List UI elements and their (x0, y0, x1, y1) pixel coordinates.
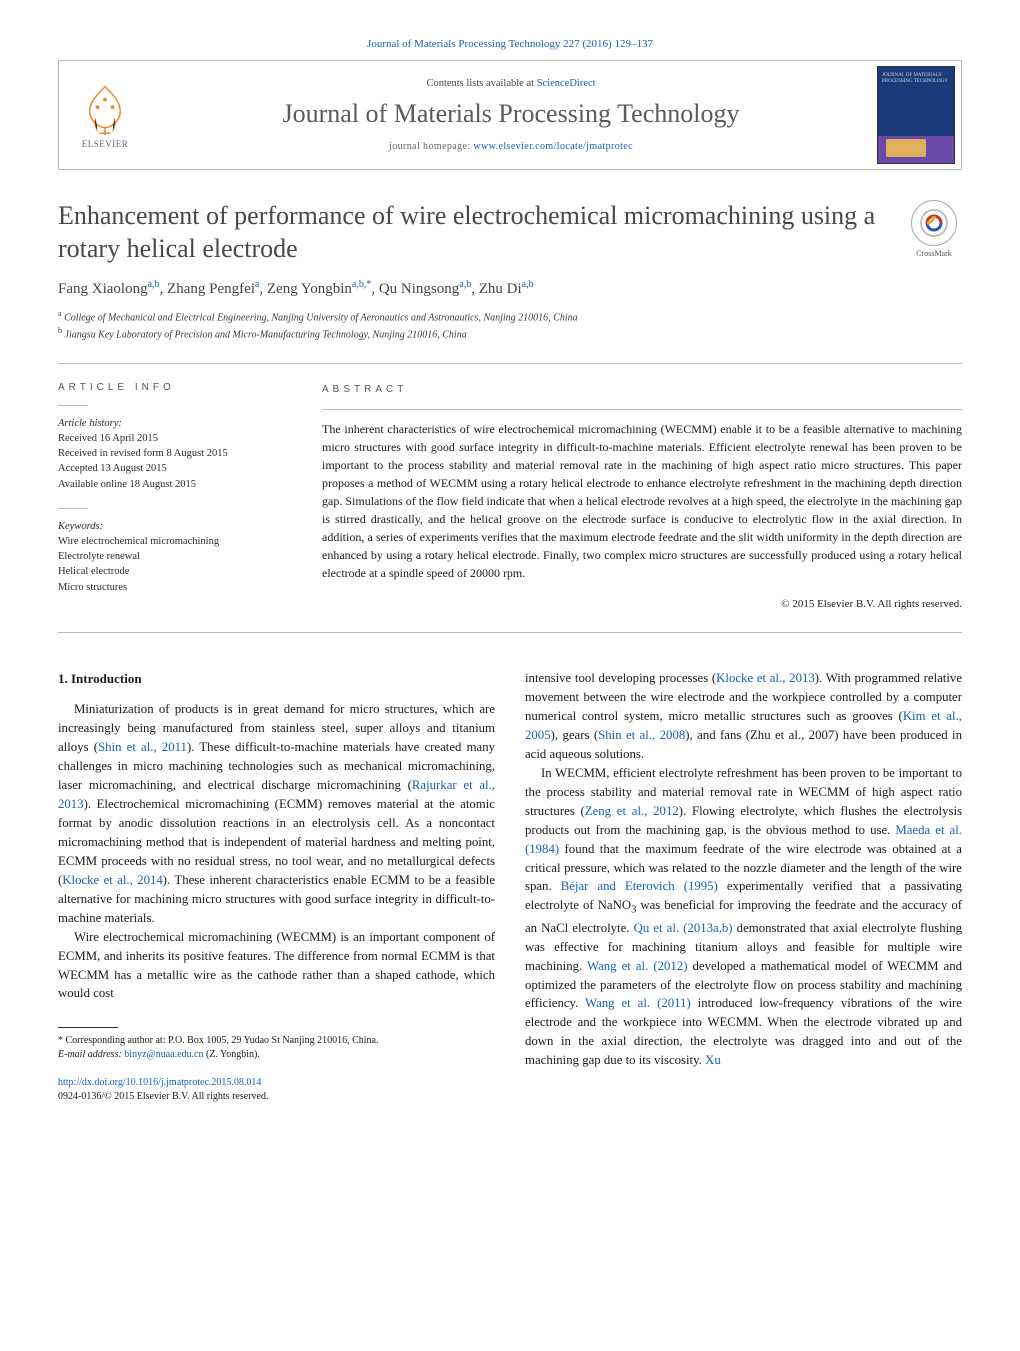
doi-link[interactable]: http://dx.doi.org/10.1016/j.jmatprotec.2… (58, 1077, 261, 1088)
article-title: Enhancement of performance of wire elect… (58, 200, 886, 265)
issn-copyright: 0924-0136/© 2015 Elsevier B.V. All right… (58, 1091, 268, 1102)
journal-cover-thumbnail: JOURNAL OF MATERIALS PROCESSING TECHNOLO… (877, 66, 955, 164)
footnote-rule (58, 1027, 118, 1028)
elsevier-tree-icon (77, 81, 133, 137)
keyword-3: Micro structures (58, 580, 288, 595)
history-online: Available online 18 August 2015 (58, 477, 288, 492)
abstract-heading: abstract (322, 382, 962, 397)
keyword-2: Helical electrode (58, 564, 288, 579)
publisher-logo: ELSEVIER (59, 61, 151, 169)
left-column: 1. Introduction Miniaturization of produ… (58, 669, 495, 1104)
crossmark-icon (919, 208, 949, 238)
keyword-1: Electrolyte renewal (58, 549, 288, 564)
info-rule-1 (58, 405, 88, 406)
left-para-1: Wire electrochemical micromachining (WEC… (58, 928, 495, 1004)
abstract-text: The inherent characteristics of wire ele… (322, 420, 962, 582)
keywords-label: Keywords: (58, 519, 288, 534)
running-citation: Journal of Materials Processing Technolo… (58, 38, 962, 50)
footnote-email-suffix: (Z. Yongbin). (203, 1049, 259, 1060)
affil-b-sup: b (58, 326, 62, 335)
affil-a-sup: a (58, 309, 62, 318)
authors-line: Fang Xiaolonga,b, Zhang Pengfeia, Zeng Y… (58, 279, 962, 298)
citation-link[interactable]: Journal of Materials Processing Technolo… (367, 38, 653, 50)
doi-block: http://dx.doi.org/10.1016/j.jmatprotec.2… (58, 1076, 495, 1104)
cover-title: JOURNAL OF MATERIALS PROCESSING TECHNOLO… (882, 73, 950, 85)
history-accepted: Accepted 13 August 2015 (58, 461, 288, 476)
keyword-0: Wire electrochemical micromachining (58, 534, 288, 549)
info-rule-2 (58, 508, 88, 509)
left-para-0: Miniaturization of products is in great … (58, 700, 495, 927)
body-two-column: 1. Introduction Miniaturization of produ… (58, 669, 962, 1104)
article-info-heading: article info (58, 382, 288, 393)
homepage-line: journal homepage: www.elsevier.com/locat… (161, 141, 861, 152)
homepage-prefix: journal homepage: (389, 141, 473, 152)
section-1-heading: 1. Introduction (58, 669, 495, 688)
article-history: Article history: Received 16 April 2015 … (58, 416, 288, 492)
abstract-column: abstract The inherent characteristics of… (322, 382, 962, 613)
sciencedirect-link[interactable]: ScienceDirect (537, 78, 596, 89)
affiliation-b: b Jiangsu Key Laboratory of Precision an… (58, 325, 962, 342)
contents-prefix: Contents lists available at (426, 78, 536, 89)
history-label: Article history: (58, 416, 288, 431)
footnote-prefix: Corresponding author at: (66, 1035, 168, 1046)
cover-image-placeholder (886, 139, 926, 157)
contents-line: Contents lists available at ScienceDirec… (161, 78, 861, 89)
footnote-marker: * (58, 1035, 63, 1046)
article-info-column: article info Article history: Received 1… (58, 382, 288, 613)
affiliations: a College of Mechanical and Electrical E… (58, 308, 962, 343)
history-received: Received 16 April 2015 (58, 431, 288, 446)
footnote-email-label: E-mail address: (58, 1049, 124, 1060)
history-revised: Received in revised form 8 August 2015 (58, 446, 288, 461)
publisher-name: ELSEVIER (82, 139, 129, 149)
crossmark-label: CrossMark (916, 249, 952, 258)
affil-b-text: Jiangsu Key Laboratory of Precision and … (65, 330, 467, 341)
affiliation-a: a College of Mechanical and Electrical E… (58, 308, 962, 325)
journal-name: Journal of Materials Processing Technolo… (161, 99, 861, 129)
right-para-0: intensive tool developing processes (Klo… (525, 669, 962, 764)
footnote-address: P.O. Box 1005, 29 Yudao St Nanjing 21001… (168, 1035, 378, 1046)
abstract-rule (322, 409, 962, 410)
journal-header: ELSEVIER Contents lists available at Sci… (58, 60, 962, 170)
right-para-1: In WECMM, efficient electrolyte refreshm… (525, 764, 962, 1070)
homepage-link[interactable]: www.elsevier.com/locate/jmatprotec (473, 141, 633, 152)
keywords-block: Keywords: Wire electrochemical micromach… (58, 519, 288, 595)
affil-a-text: College of Mechanical and Electrical Eng… (64, 312, 578, 323)
corresponding-footnote: * Corresponding author at: P.O. Box 1005… (58, 1034, 495, 1062)
right-column: intensive tool developing processes (Klo… (525, 669, 962, 1104)
footnote-email-link[interactable]: binyz@nuaa.edu.cn (124, 1049, 203, 1060)
crossmark-badge[interactable]: CrossMark (906, 200, 962, 258)
header-center: Contents lists available at ScienceDirec… (151, 70, 871, 160)
abstract-copyright: © 2015 Elsevier B.V. All rights reserved… (322, 596, 962, 613)
